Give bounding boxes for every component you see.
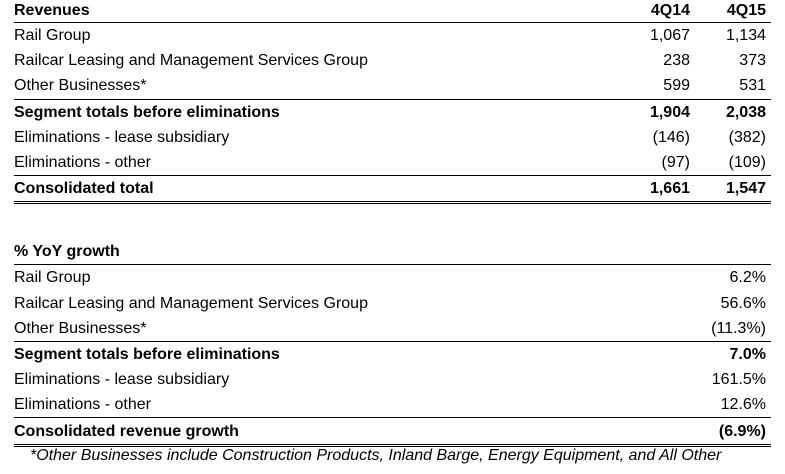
value-4q15: 2,038: [694, 98, 771, 125]
growth-value: 7.0%: [694, 340, 771, 368]
growth-value: 161.5%: [711, 371, 766, 389]
col-4q15-header: 4Q15: [694, 0, 771, 23]
footnote: *Other Businesses include Construction P…: [30, 447, 722, 464]
row-label: Consolidated total: [14, 175, 549, 205]
revenues-header-row: Revenues 4Q14 4Q15: [14, 0, 771, 23]
value-4q15: 373: [739, 52, 766, 70]
revenues-table: Revenues 4Q14 4Q15 Rail Group 1,067 1,13…: [14, 0, 771, 447]
revenue-row-elim-other: Eliminations - other (97) (109): [14, 150, 771, 176]
revenues-heading: Revenues: [14, 0, 549, 23]
value-4q15: 531: [739, 77, 766, 95]
value-4q14: (146): [652, 128, 690, 146]
growth-value: (6.9%): [694, 417, 771, 447]
row-label: Railcar Leasing and Management Services …: [14, 52, 368, 70]
value-4q14: 1,904: [549, 98, 694, 125]
row-label: Rail Group: [14, 269, 91, 287]
growth-row-railcar-leasing: Railcar Leasing and Management Services …: [14, 291, 771, 316]
growth-row-consolidated: Consolidated revenue growth (6.9%): [14, 417, 771, 447]
value-4q15: 1,547: [694, 175, 771, 205]
row-label: Rail Group: [14, 27, 91, 45]
value-4q15: (382): [728, 128, 766, 146]
col-4q14-header: 4Q14: [549, 0, 694, 23]
row-label: Other Businesses*: [14, 319, 147, 337]
growth-value: 56.6%: [720, 294, 766, 312]
value-4q14: (97): [661, 154, 690, 172]
row-label: Segment totals before eliminations: [14, 340, 549, 368]
revenue-row-rail-group: Rail Group 1,067 1,134: [14, 23, 771, 49]
row-label: Eliminations - other: [14, 154, 151, 172]
financial-table: Revenues 4Q14 4Q15 Rail Group 1,067 1,13…: [14, 0, 771, 447]
value-4q15: 1,134: [725, 27, 766, 45]
row-label: Eliminations - lease subsidiary: [14, 128, 230, 146]
value-4q14: 1,067: [649, 27, 690, 45]
row-label: Eliminations - other: [14, 396, 151, 414]
growth-header-row: % YoY growth: [14, 239, 771, 266]
row-label: Consolidated revenue growth: [14, 417, 549, 447]
growth-value: (11.3%): [711, 319, 766, 337]
spacer-row: [14, 203, 771, 240]
growth-value: 12.6%: [720, 396, 766, 414]
value-4q14: 238: [663, 52, 690, 70]
growth-row-rail-group: Rail Group 6.2%: [14, 265, 771, 291]
growth-heading: % YoY growth: [14, 239, 549, 266]
growth-row-segment-totals: Segment totals before eliminations 7.0%: [14, 340, 771, 368]
revenue-row-other-businesses: Other Businesses* 599 531: [14, 73, 771, 99]
growth-row-elim-other: Eliminations - other 12.6%: [14, 392, 771, 418]
growth-value: 6.2%: [729, 269, 766, 287]
row-label: Other Businesses*: [14, 77, 147, 95]
revenue-row-railcar-leasing: Railcar Leasing and Management Services …: [14, 48, 771, 73]
growth-row-elim-lease: Eliminations - lease subsidiary 161.5%: [14, 367, 771, 392]
growth-row-other-businesses: Other Businesses* (11.3%): [14, 316, 771, 342]
value-4q14: 1,661: [549, 175, 694, 205]
value-4q14: 599: [663, 77, 690, 95]
revenue-row-elim-lease: Eliminations - lease subsidiary (146) (3…: [14, 125, 771, 150]
row-label: Eliminations - lease subsidiary: [14, 371, 230, 389]
revenue-row-segment-totals: Segment totals before eliminations 1,904…: [14, 98, 771, 125]
value-4q15: (109): [728, 154, 766, 172]
row-label: Railcar Leasing and Management Services …: [14, 294, 368, 312]
row-label: Segment totals before eliminations: [14, 98, 549, 125]
revenue-row-consolidated-total: Consolidated total 1,661 1,547: [14, 175, 771, 205]
